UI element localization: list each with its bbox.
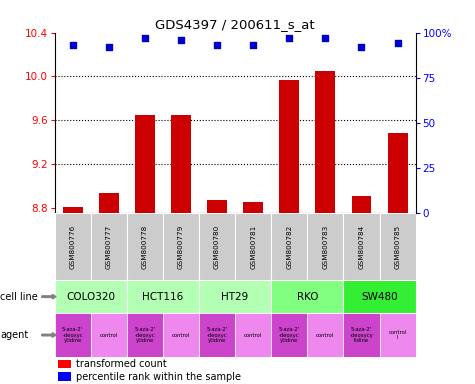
Bar — [199, 280, 271, 313]
Bar — [58, 372, 71, 381]
Point — [69, 42, 76, 48]
Bar — [315, 71, 335, 384]
Text: percentile rank within the sample: percentile rank within the sample — [76, 372, 241, 382]
Point — [105, 44, 113, 50]
Text: control: control — [316, 333, 334, 338]
Text: 5-aza-2'
-deoxyc
ytidine: 5-aza-2' -deoxyc ytidine — [62, 327, 83, 343]
Text: GSM800782: GSM800782 — [286, 225, 292, 269]
Bar — [127, 313, 163, 357]
Text: GSM800777: GSM800777 — [106, 225, 112, 269]
Text: GSM800776: GSM800776 — [70, 225, 76, 269]
Bar — [279, 79, 299, 384]
Bar — [235, 213, 271, 280]
Bar — [135, 115, 155, 384]
Text: GSM800780: GSM800780 — [214, 225, 220, 269]
Text: GSM800784: GSM800784 — [359, 225, 364, 269]
Text: 5-aza-2'
-deoxyc
ytidine: 5-aza-2' -deoxyc ytidine — [279, 327, 300, 343]
Bar — [99, 194, 119, 384]
Point — [322, 35, 329, 41]
Bar — [271, 213, 307, 280]
Text: 5-aza-2'
-deoxycy
tidine: 5-aza-2' -deoxycy tidine — [350, 327, 373, 343]
Bar — [199, 313, 235, 357]
Bar — [352, 195, 371, 384]
Bar — [343, 213, 380, 280]
Text: control: control — [100, 333, 118, 338]
Text: RKO: RKO — [296, 291, 318, 302]
Text: agent: agent — [0, 330, 28, 340]
Point — [177, 37, 185, 43]
Title: GDS4397 / 200611_s_at: GDS4397 / 200611_s_at — [155, 18, 315, 31]
Bar — [207, 200, 227, 384]
Bar — [55, 280, 127, 313]
Text: transformed count: transformed count — [76, 359, 167, 369]
Bar — [127, 213, 163, 280]
Text: cell line: cell line — [0, 291, 38, 302]
Point — [141, 35, 149, 41]
Bar — [307, 313, 343, 357]
Bar — [380, 313, 416, 357]
Text: GSM800785: GSM800785 — [395, 225, 400, 269]
Text: GSM800783: GSM800783 — [323, 225, 328, 269]
Bar — [199, 213, 235, 280]
Text: COLO320: COLO320 — [66, 291, 115, 302]
Bar — [91, 213, 127, 280]
Bar — [58, 359, 71, 368]
Bar — [55, 313, 91, 357]
Bar — [163, 213, 199, 280]
Text: GSM800778: GSM800778 — [142, 225, 148, 269]
Point — [213, 42, 221, 48]
Bar — [343, 313, 380, 357]
Text: HT29: HT29 — [221, 291, 249, 302]
Bar — [171, 115, 191, 384]
Bar — [163, 313, 199, 357]
Bar — [307, 213, 343, 280]
Text: GSM800781: GSM800781 — [250, 225, 256, 269]
Bar — [271, 313, 307, 357]
Text: SW480: SW480 — [361, 291, 398, 302]
Point — [249, 42, 257, 48]
Text: control
l: control l — [389, 329, 407, 341]
Text: 5-aza-2'
-deoxyc
ytidine: 5-aza-2' -deoxyc ytidine — [207, 327, 228, 343]
Point — [285, 35, 293, 41]
Bar — [235, 313, 271, 357]
Text: control: control — [172, 333, 190, 338]
Bar — [63, 207, 83, 384]
Bar — [91, 313, 127, 357]
Bar — [343, 280, 416, 313]
Bar — [55, 213, 91, 280]
Bar — [243, 202, 263, 384]
Bar — [127, 280, 199, 313]
Text: GSM800779: GSM800779 — [178, 225, 184, 269]
Text: 5-aza-2'
-deoxyc
ytidine: 5-aza-2' -deoxyc ytidine — [134, 327, 155, 343]
Bar — [380, 213, 416, 280]
Bar — [271, 280, 343, 313]
Text: control: control — [244, 333, 262, 338]
Point — [394, 40, 401, 46]
Text: HCT116: HCT116 — [142, 291, 183, 302]
Point — [358, 44, 365, 50]
Bar — [388, 133, 408, 384]
